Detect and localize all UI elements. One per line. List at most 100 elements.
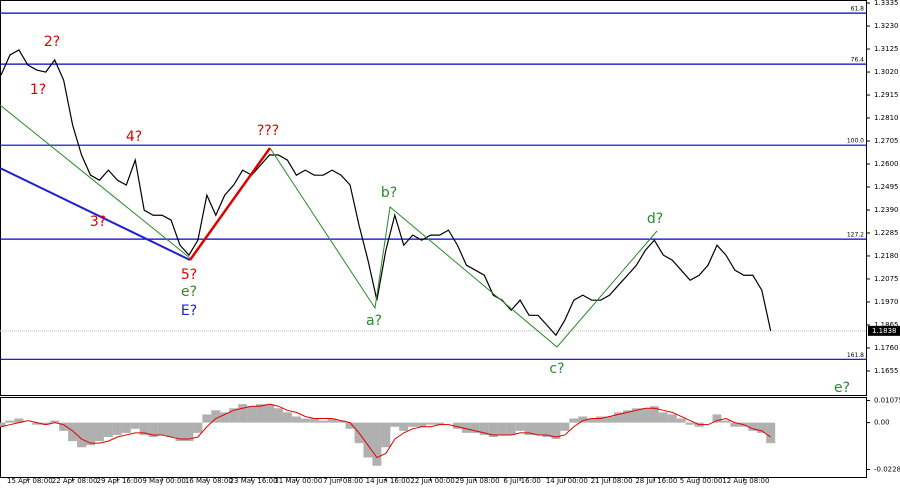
y-tick-label: 1.2285 — [874, 229, 899, 237]
y-tick-label: -0.02283 — [874, 465, 900, 473]
current-price-box — [868, 325, 900, 336]
y-tick-label: 1.2075 — [874, 275, 899, 283]
histogram-bar — [390, 422, 400, 427]
histogram-bar — [515, 422, 525, 431]
histogram-bar — [417, 422, 427, 427]
histogram-bar — [300, 418, 310, 423]
fib-level-label: 100.0 — [847, 138, 864, 145]
histogram-bar — [211, 410, 221, 423]
histogram-bar — [721, 420, 731, 423]
histogram-bar — [730, 422, 740, 427]
x-tick-label: 22 Jun 00:00 — [410, 477, 454, 485]
x-tick-label: 31 May 00:00 — [274, 477, 322, 485]
histogram-bar — [130, 422, 140, 429]
histogram-bar — [605, 416, 615, 423]
histogram-bar — [148, 422, 158, 437]
histogram-bar — [533, 422, 543, 435]
histogram-bar — [32, 422, 42, 425]
histogram-bar — [175, 422, 185, 442]
y-tick-label: 1.2915 — [874, 91, 899, 99]
histogram-bar — [506, 422, 516, 435]
y-tick-label: 1.2180 — [874, 252, 899, 260]
wave-label: 2? — [44, 34, 60, 50]
wave-label: d? — [647, 211, 663, 227]
wave-label: 5? — [181, 267, 197, 283]
histogram-bar — [345, 422, 355, 429]
histogram-bar — [229, 408, 239, 423]
x-tick-label: 29 Apr 16:00 — [97, 477, 143, 485]
histogram-bar — [748, 422, 758, 431]
histogram-bar — [202, 414, 212, 423]
y-tick-label: 1.2705 — [874, 137, 899, 145]
histogram-bar — [256, 404, 266, 423]
histogram-bar — [318, 420, 328, 423]
histogram-bar — [68, 422, 78, 442]
histogram-bar — [685, 422, 695, 425]
histogram-bar — [247, 406, 257, 423]
histogram-bar — [5, 420, 15, 423]
wave-line — [269, 147, 658, 348]
y-tick-label: 1.1970 — [874, 298, 899, 306]
histogram-bar — [488, 422, 498, 437]
histogram-bar — [623, 410, 632, 423]
histogram-bar — [712, 414, 722, 423]
y-tick-label: 1.2600 — [874, 160, 899, 168]
price-line — [0, 49, 772, 337]
y-tick-label: 1.3020 — [874, 68, 899, 76]
histogram-bar — [479, 422, 489, 435]
histogram-bar — [497, 422, 507, 435]
y-tick-label: 1.2810 — [874, 114, 899, 122]
x-tick-label: 14 Jul 00:00 — [546, 477, 588, 485]
histogram-bar — [193, 422, 203, 433]
histogram-bar — [452, 422, 462, 429]
y-tick-label: 0.01075 — [874, 397, 900, 405]
histogram-bar — [309, 418, 319, 423]
histogram-bar — [265, 404, 274, 423]
histogram-bar — [121, 422, 131, 433]
wave-label: ??? — [257, 123, 279, 139]
x-tick-label: 16 May 08:00 — [185, 477, 233, 485]
histogram-bar — [327, 418, 337, 423]
fib-level-label: 127.2 — [847, 232, 864, 239]
y-tick-label: 1.1865 — [874, 321, 899, 329]
histogram-bar — [640, 408, 650, 423]
histogram-bar — [631, 408, 641, 423]
histogram-bar — [282, 412, 292, 423]
y-tick-label: 1.3335 — [874, 0, 899, 7]
y-tick-label: 1.2390 — [874, 206, 899, 214]
histogram-bar — [399, 422, 409, 431]
wave-label: e? — [181, 284, 197, 300]
wave-line — [0, 104, 191, 259]
histogram-bar — [14, 418, 24, 423]
histogram-bar — [426, 422, 436, 425]
wave-label: b? — [381, 185, 397, 201]
histogram-bar — [103, 422, 113, 437]
wave-line — [0, 167, 191, 261]
histogram-bar — [542, 422, 552, 437]
histogram-bar — [86, 422, 95, 446]
histogram-bar — [139, 422, 149, 435]
wave-label: 1? — [30, 82, 46, 98]
price-frame — [0, 0, 867, 396]
x-tick-label: 15 Apr 08:00 — [7, 477, 53, 485]
signal-line — [0, 403, 771, 459]
histogram-bar — [381, 422, 391, 448]
histogram-bar — [408, 422, 418, 427]
y-tick-label: 0.00 — [874, 419, 890, 427]
fib-level-label: 161.8 — [847, 352, 864, 359]
histogram-bar — [461, 422, 471, 433]
histogram-bar — [291, 416, 301, 423]
x-tick-label: 29 Jun 08:00 — [455, 477, 499, 485]
histogram-bar — [551, 422, 561, 440]
x-tick-label: 7 Jun 08:00 — [323, 477, 363, 485]
x-tick-label: 9 May 00:00 — [142, 477, 186, 485]
x-tick-label: 5 Aug 00:00 — [680, 477, 723, 485]
histogram-bar — [757, 422, 767, 433]
histogram-bar — [435, 422, 445, 425]
x-tick-label: 21 Jul 08:00 — [591, 477, 633, 485]
histogram-bar — [676, 418, 686, 423]
histogram-bar — [220, 412, 230, 423]
histogram-bar — [273, 408, 283, 423]
wave-label: e? — [834, 380, 850, 396]
